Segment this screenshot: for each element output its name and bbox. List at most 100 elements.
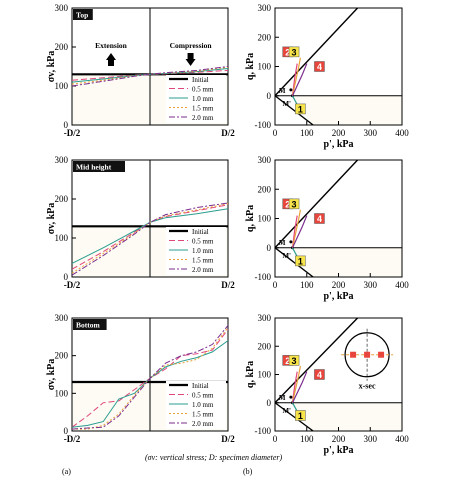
- x-tick-label: 400: [395, 280, 409, 290]
- legend-label: Initial: [192, 228, 209, 236]
- y-tick-label: 100: [55, 81, 69, 91]
- legend-box: [166, 381, 226, 429]
- x-tick-label: 400: [395, 128, 409, 138]
- stress-path: [291, 215, 308, 249]
- series-line: [71, 69, 229, 81]
- y-axis-label: q, kPa: [245, 361, 256, 388]
- x-tick-label: 100: [300, 280, 314, 290]
- series-line: [71, 66, 229, 85]
- left-panel-1: 0 100 200 300 -D/2 D/2 σv, kPa Top Extension Comp…: [46, 3, 235, 138]
- marker-badge: [295, 255, 306, 267]
- failure-line-compression: [274, 159, 359, 249]
- legend-label: 0.5 mm: [192, 86, 214, 94]
- x-tick-label: 300: [364, 128, 378, 138]
- failure-line-extension: [274, 247, 314, 278]
- label-a: (a): [62, 467, 71, 476]
- arrow-up-icon: [106, 53, 116, 66]
- y-axis-label: q, kPa: [245, 53, 256, 80]
- panel-tag: Mid height: [76, 163, 112, 172]
- marker-label: 1: [298, 104, 303, 114]
- y-tick-label: 100: [55, 388, 69, 398]
- series-line: [71, 202, 229, 276]
- series-line: [71, 66, 229, 87]
- y-tick-label: 100: [258, 370, 272, 380]
- y-tick-label: 100: [55, 233, 69, 243]
- figure-caption: (σv: vertical stress; D: specimen diamet…: [145, 453, 282, 462]
- point-label-m: M: [279, 87, 286, 95]
- legend-label: Initial: [192, 382, 209, 390]
- y-tick-label: 300: [258, 155, 272, 165]
- x-tick-label: -D/2: [64, 128, 81, 138]
- y-tick-label: 0: [64, 120, 69, 130]
- marker-label: 4: [317, 62, 322, 72]
- y-tick-label: 100: [258, 214, 272, 224]
- x-tick-label: 300: [364, 280, 378, 290]
- marker-label: 1: [298, 411, 303, 421]
- panel-tag-box: [73, 9, 93, 20]
- x-tick-label: 200: [332, 280, 346, 290]
- y-tick-label: 0: [64, 272, 69, 282]
- inset-marker: [364, 351, 371, 358]
- marker-label: 3: [292, 47, 297, 57]
- marker-label: 2: [285, 199, 290, 209]
- point-label-m-prime: M': [282, 100, 291, 108]
- panel-tag: Bottom: [76, 321, 100, 330]
- x-axis-label: p', kPa: [323, 139, 353, 150]
- marker-label: 3: [292, 199, 297, 209]
- y-tick-label: 300: [55, 3, 69, 13]
- legend-box: [166, 227, 226, 275]
- marker-label: 3: [292, 356, 297, 366]
- series-line: [72, 327, 229, 430]
- marker-label: 2: [285, 356, 290, 366]
- stress-path: [291, 209, 301, 248]
- legend-label: 2.0 mm: [192, 420, 214, 428]
- stress-path: [291, 63, 308, 97]
- x-tick-label: -D/2: [64, 434, 81, 444]
- y-tick-label: 300: [55, 313, 69, 323]
- x-tick-label: 300: [364, 434, 378, 444]
- y-tick-label: 0: [267, 91, 272, 101]
- legend-label: 0.5 mm: [192, 392, 214, 400]
- series-line: [71, 325, 229, 430]
- point-label-m: M: [279, 394, 286, 402]
- y-tick-label: 300: [55, 155, 69, 165]
- legend-label: 1.5 mm: [192, 257, 214, 265]
- y-tick-label: 200: [258, 32, 272, 42]
- x-tick-label: 0: [273, 280, 278, 290]
- point-label-m-prime: M': [282, 252, 291, 260]
- y-tick-label: 200: [55, 351, 69, 361]
- inset-marker: [378, 351, 385, 358]
- y-tick-label: -100: [255, 426, 272, 436]
- x-tick-label: 400: [395, 434, 409, 444]
- legend-label: 1.5 mm: [192, 411, 214, 419]
- plot-shading: [290, 95, 402, 125]
- x-tick-label: -D/2: [64, 280, 81, 290]
- y-tick-label: 0: [267, 398, 272, 408]
- legend-label: 2.0 mm: [192, 266, 214, 274]
- x-tick-label: 200: [332, 434, 346, 444]
- x-axis-label: p', kPa: [323, 291, 353, 302]
- legend-label: 1.0 mm: [192, 401, 214, 409]
- x-tick-label: 100: [300, 434, 314, 444]
- annotation-extension: Extension: [95, 41, 128, 50]
- marker-badge: [288, 355, 300, 366]
- arrow-down-icon: [185, 53, 196, 66]
- y-tick-label: 300: [258, 313, 272, 323]
- legend-box: [166, 75, 226, 123]
- marker-badge: [314, 61, 325, 72]
- marker-badge: [314, 369, 325, 380]
- point-m: [289, 395, 293, 399]
- y-tick-label: 200: [55, 42, 69, 52]
- left-panel-2: 0 100 200 300 -D/2 D/2 σv, kPa Mid height Initia…: [46, 155, 235, 290]
- x-tick-label: 0: [273, 434, 278, 444]
- failure-line-extension: [274, 95, 314, 126]
- panel-tag-box: [73, 319, 107, 330]
- marker-badge: [288, 198, 300, 210]
- marker-label: 4: [317, 370, 322, 380]
- point-label-m-prime: M': [282, 407, 291, 415]
